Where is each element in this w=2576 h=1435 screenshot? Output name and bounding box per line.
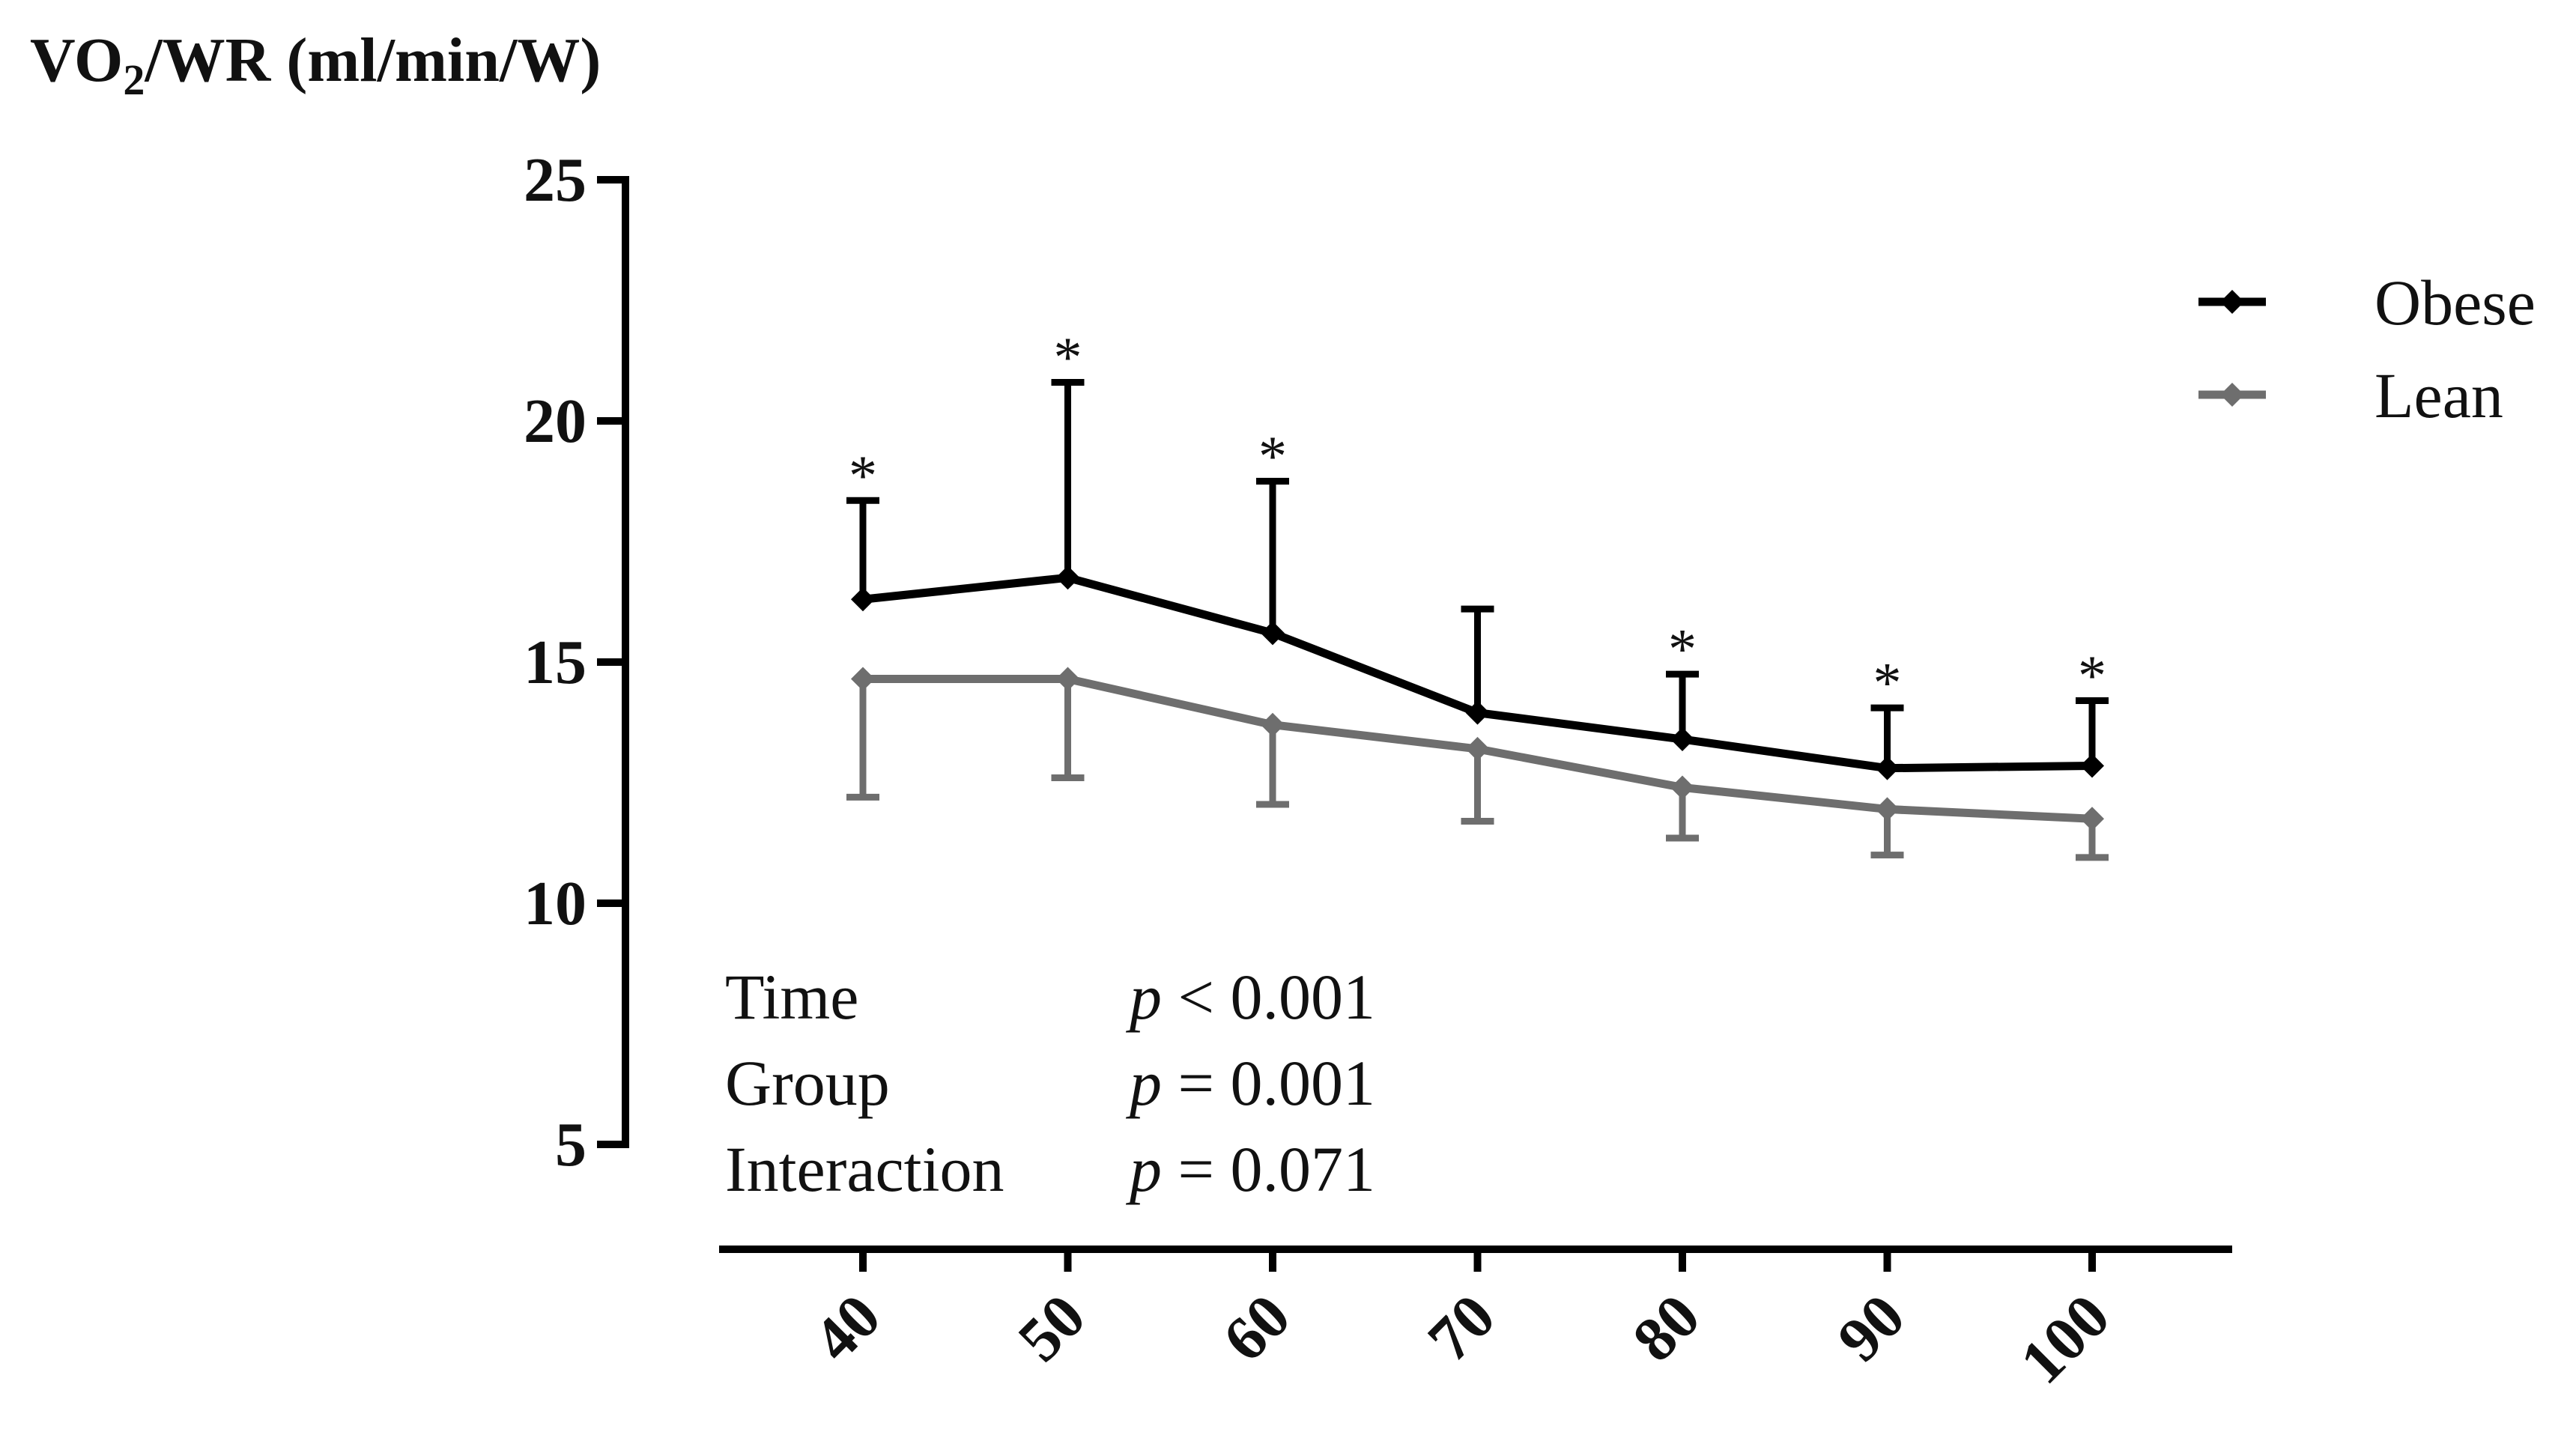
marker-lean xyxy=(851,667,875,691)
stat-value: p = 0.001 xyxy=(1125,1047,1375,1119)
legend-item-lean: Lean xyxy=(2198,359,2503,431)
marker-obese xyxy=(2080,753,2104,778)
marker-obese xyxy=(1670,727,1694,752)
y-tick-label: 25 xyxy=(524,145,587,215)
y-axis-title-subscript: 2 xyxy=(123,55,145,104)
x-tick-label: 60 xyxy=(1210,1281,1303,1375)
x-tick-label: 50 xyxy=(1005,1281,1099,1375)
series-obese xyxy=(846,378,2109,780)
stat-p-symbol: p xyxy=(1125,1133,1162,1205)
stat-p-value: = 0.001 xyxy=(1162,1047,1375,1119)
significance-asterisk: * xyxy=(849,444,877,507)
x-tick-label: 90 xyxy=(1825,1281,1918,1375)
y-axis-title-prefix: VO xyxy=(30,25,123,95)
significance-asterisk: * xyxy=(1258,425,1287,488)
marker-lean xyxy=(1465,736,1490,761)
significance-asterisk: * xyxy=(1873,652,1902,715)
stat-p-value: = 0.071 xyxy=(1162,1133,1375,1205)
legend-item-obese: Obese xyxy=(2198,267,2536,339)
marker-lean xyxy=(1055,667,1080,691)
legend: Obese Lean xyxy=(2198,267,2536,431)
marker-lean xyxy=(1261,712,1285,737)
y-axis-title-suffix: /WR (ml/min/W) xyxy=(144,25,601,95)
stat-value: p = 0.071 xyxy=(1125,1133,1375,1205)
significance-asterisk: * xyxy=(1668,618,1697,681)
y-tick-label: 5 xyxy=(555,1110,587,1180)
marker-lean xyxy=(1670,775,1694,800)
series-lean xyxy=(846,667,2109,861)
stat-p-value: < 0.001 xyxy=(1162,961,1375,1033)
stat-label: Group xyxy=(725,1047,890,1119)
stat-p-symbol: p xyxy=(1125,961,1162,1033)
marker-obese xyxy=(1261,621,1285,646)
stat-value: p < 0.001 xyxy=(1125,961,1375,1033)
x-tick-label: 40 xyxy=(800,1281,894,1375)
stat-label: Time xyxy=(725,961,858,1033)
stat-p-symbol: p xyxy=(1125,1047,1162,1119)
legend-swatch-marker xyxy=(2220,383,2244,407)
legend-label: Obese xyxy=(2375,267,2536,339)
legend-swatch-marker xyxy=(2220,290,2244,314)
y-tick-label: 10 xyxy=(524,869,587,938)
marker-lean xyxy=(1875,797,1900,822)
marker-obese xyxy=(1465,700,1490,725)
x-ticks: 40 50 60 70 80 90 100 xyxy=(800,1249,2123,1398)
marker-obese xyxy=(1875,756,1900,780)
significance-markers: * * * * * * xyxy=(849,326,2106,715)
x-tick-label: 70 xyxy=(1415,1281,1509,1375)
significance-asterisk: * xyxy=(1054,326,1082,389)
legend-label: Lean xyxy=(2375,359,2503,431)
y-axis-title: VO2/WR (ml/min/W) xyxy=(30,25,601,104)
x-tick-label: 100 xyxy=(2007,1281,2124,1398)
x-tick-label: 80 xyxy=(1619,1281,1713,1375)
y-ticks: 5 10 15 20 25 xyxy=(524,145,625,1180)
y-tick-label: 20 xyxy=(524,386,587,456)
y-axis-label: VO2/WR (ml/min/W) xyxy=(30,25,601,104)
marker-lean xyxy=(2080,807,2104,831)
marker-obese xyxy=(851,587,875,612)
significance-asterisk: * xyxy=(2078,645,2106,708)
series-layer xyxy=(846,378,2109,861)
marker-obese xyxy=(1055,565,1080,590)
stat-label: Interaction xyxy=(725,1133,1004,1205)
y-tick-label: 15 xyxy=(524,628,587,697)
statistics-box: Time p < 0.001 Group p = 0.001 Interaction p … xyxy=(725,961,1375,1205)
